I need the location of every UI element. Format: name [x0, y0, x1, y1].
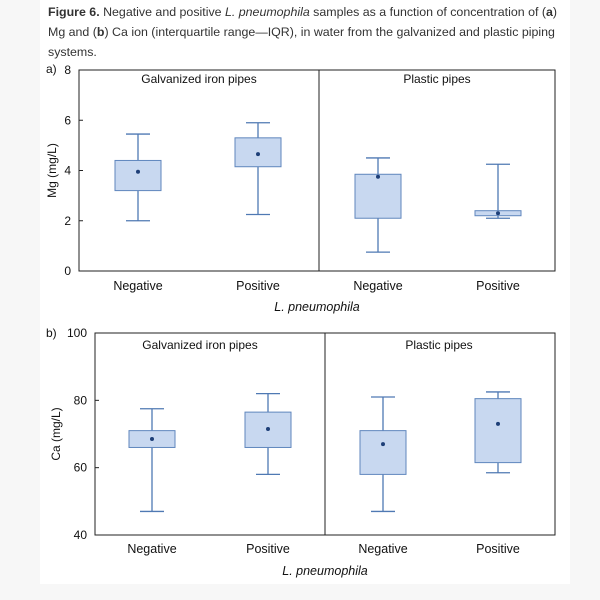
caption-text-3: ) Mg and (	[48, 5, 558, 39]
group-title: Plastic pipes	[405, 338, 472, 352]
panel-label: a)	[46, 62, 57, 76]
caption-a-letter: a	[545, 5, 553, 19]
y-tick-label: 4	[64, 164, 71, 178]
category-label: Negative	[353, 279, 402, 293]
category-label: Negative	[113, 279, 162, 293]
category-label: Negative	[127, 542, 176, 556]
group-title: Galvanized iron pipes	[142, 338, 257, 352]
mean-marker	[136, 169, 140, 174]
group-title: Plastic pipes	[403, 72, 470, 86]
mean-marker	[381, 442, 385, 447]
caption-organism: L. pneumophila	[225, 5, 310, 19]
y-axis-label: Mg (mg/L)	[45, 143, 59, 198]
figure-panel	[40, 0, 570, 584]
y-tick-label: 60	[74, 461, 88, 475]
category-label: Positive	[246, 542, 290, 556]
y-axis-label: Ca (mg/L)	[49, 407, 63, 460]
caption-text-2: samples as a function of concentration o…	[309, 5, 546, 19]
x-axis-label: L. pneumophila	[282, 564, 368, 578]
mean-marker	[376, 174, 380, 179]
iqr-box	[354, 173, 402, 219]
y-tick-label: 2	[64, 214, 71, 228]
y-tick-label: 40	[74, 528, 88, 542]
figure-caption: Figure 6. Negative and positive L. pneum…	[48, 2, 558, 62]
category-label: Positive	[236, 279, 280, 293]
y-tick-label: 6	[64, 113, 71, 127]
y-tick-label: 100	[67, 326, 87, 340]
mean-marker	[256, 152, 260, 157]
caption-text-1: Negative and positive	[99, 5, 225, 19]
y-tick-label: 80	[74, 393, 88, 407]
group-title: Galvanized iron pipes	[141, 72, 256, 86]
caption-text-4: ) Ca ion (interquartile range—IQR), in w…	[48, 25, 555, 59]
iqr-box	[244, 411, 292, 448]
iqr-box	[359, 430, 407, 475]
iqr-box	[114, 159, 162, 192]
mean-marker	[150, 437, 154, 442]
x-axis-label: L. pneumophila	[274, 300, 360, 314]
category-label: Positive	[476, 279, 520, 293]
iqr-box	[474, 398, 522, 464]
caption-label: Figure 6.	[48, 5, 100, 19]
mean-marker	[266, 426, 270, 431]
caption-b-letter: b	[96, 25, 105, 39]
y-tick-label: 0	[64, 264, 71, 278]
mean-marker	[496, 421, 500, 426]
category-label: Negative	[358, 542, 407, 556]
category-label: Positive	[476, 542, 520, 556]
mean-marker	[496, 211, 500, 216]
y-tick-label: 8	[64, 63, 71, 77]
panel-label: b)	[46, 326, 57, 340]
